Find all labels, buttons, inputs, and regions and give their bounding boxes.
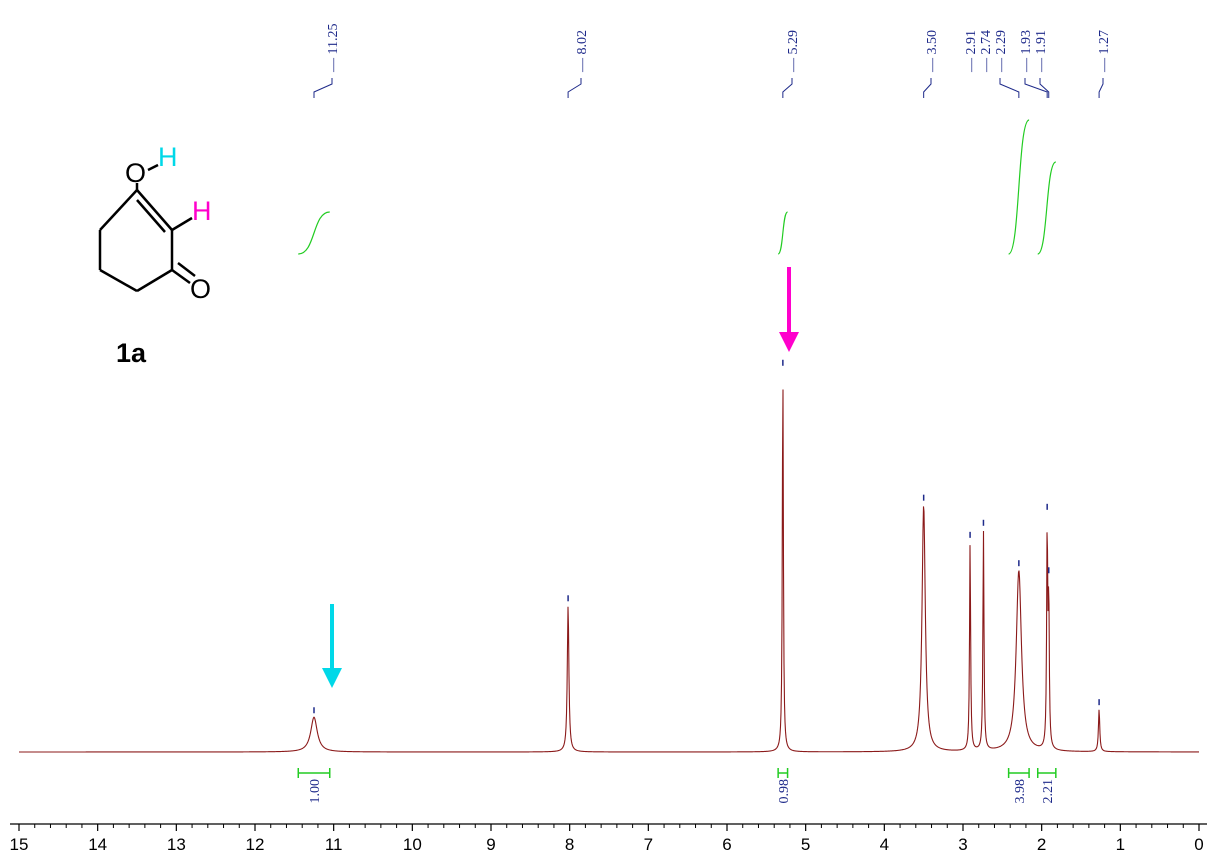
- spectrum-trace-group: [19, 359, 1199, 753]
- integral-curve: [1037, 161, 1057, 255]
- peak-shift-label: — 1.27: [1097, 30, 1112, 73]
- peak-shift-label: — 3.50: [925, 30, 940, 73]
- peak-label-connector: [782, 78, 793, 98]
- peak-label-connector: [1024, 78, 1048, 98]
- integration-bars: 1.00 0.98 3.98 2.21: [297, 768, 1057, 804]
- ring-bond: [99, 189, 138, 231]
- x-tick-label: 0: [1194, 835, 1203, 854]
- x-tick-label: 6: [722, 835, 731, 854]
- x-tick-label: 7: [644, 835, 653, 854]
- peak-shift-label: — 5.29: [786, 30, 801, 73]
- peak-shift-label: — 1.93: [1019, 30, 1034, 73]
- peak-label-connector: [1098, 78, 1104, 98]
- peak-label-connector: [567, 78, 582, 98]
- oh-arrow: [322, 604, 342, 688]
- peak-shift-label: — 2.74: [979, 30, 994, 73]
- peak-shift-label: — 1.91: [1034, 30, 1049, 73]
- x-tick-label: 4: [880, 835, 889, 854]
- x-tick-label: 2: [1037, 835, 1046, 854]
- integral-curve: [777, 211, 789, 255]
- x-tick-label: 3: [958, 835, 967, 854]
- ring-bond: [99, 268, 138, 293]
- hydroxyl-hydrogen: H: [158, 142, 178, 172]
- integration-value: 0.98: [777, 779, 792, 804]
- ch-arrow: [779, 267, 799, 352]
- x-tick-label: 9: [486, 835, 495, 854]
- double-bond-inner: [136, 199, 166, 233]
- integration-value: 2.21: [1041, 779, 1056, 804]
- x-tick-label: 14: [88, 835, 107, 854]
- x-tick-label: 1: [1116, 835, 1125, 854]
- ring-bond: [136, 268, 173, 293]
- integral-curves: [298, 119, 1057, 255]
- peak-label-connector: [999, 78, 1020, 98]
- vinyl-h-bond: [171, 216, 193, 232]
- x-tick-label: 10: [403, 835, 422, 854]
- x-tick-label: 8: [565, 835, 574, 854]
- peak-shift-label: — 2.91: [964, 30, 979, 73]
- peak-shift-label: — 2.29: [994, 30, 1009, 73]
- peak-label-connector: [923, 78, 932, 98]
- x-tick-label: 5: [801, 835, 810, 854]
- peak-shift-label: — 8.02: [575, 30, 590, 73]
- compound-label: 1a: [116, 338, 147, 368]
- carbonyl-bond-inner: [177, 262, 196, 277]
- carbonyl-bond: [171, 268, 191, 285]
- peak-label-connector: [1039, 78, 1050, 98]
- spectrum-trace: [19, 389, 1199, 753]
- vinyl-hydrogen: H: [192, 196, 212, 226]
- x-tick-label: 15: [10, 835, 29, 854]
- peak-label-connector: [313, 78, 333, 98]
- carbonyl-oxygen: O: [190, 274, 211, 304]
- oh-bond: [147, 163, 159, 172]
- x-tick-label: 11: [325, 835, 343, 854]
- integral-curve: [298, 211, 330, 255]
- x-tick-label: 13: [167, 835, 186, 854]
- hydroxyl-oxygen: O: [125, 158, 146, 188]
- integration-value: 3.98: [1013, 779, 1028, 804]
- peak-shift-label: — 11.25: [326, 24, 341, 73]
- integral-curve: [1008, 119, 1030, 255]
- x-tick-label: 12: [246, 835, 265, 854]
- x-axis: 15 14 13 12 11 10 9 8 7 6 5 4 3 2 1 0: [10, 823, 1207, 854]
- peak-labels: — 11.25 — 8.02 — 5.29 — 3.50 — 2.91— 2.74— 2…: [313, 24, 1112, 98]
- molecule-structure: O H H O 1a: [98, 142, 212, 368]
- double-bond: [136, 189, 173, 231]
- integration-value: 1.00: [308, 779, 323, 804]
